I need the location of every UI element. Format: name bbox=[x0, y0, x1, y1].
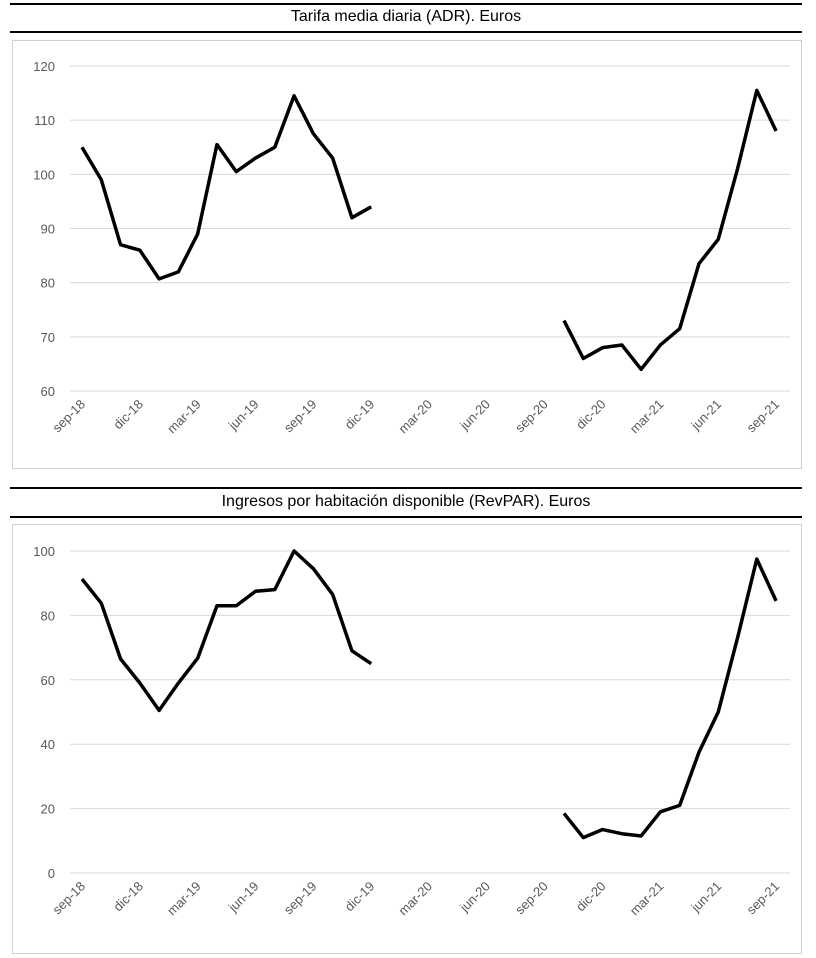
x-tick-label: sep-19 bbox=[281, 397, 320, 436]
x-tick-label: dic-18 bbox=[110, 397, 146, 433]
x-tick-label: dic-20 bbox=[573, 397, 609, 433]
x-tick-label: mar-20 bbox=[395, 879, 435, 919]
y-tick-label: 70 bbox=[41, 330, 55, 345]
y-tick-label: 100 bbox=[33, 167, 55, 182]
top-rule-2 bbox=[10, 487, 802, 489]
x-tick-label: dic-19 bbox=[342, 879, 378, 915]
x-tick-label: jun-20 bbox=[456, 879, 493, 916]
x-tick-label: sep-18 bbox=[49, 397, 88, 436]
series-line-adr bbox=[562, 88, 778, 372]
y-tick-label: 60 bbox=[41, 673, 55, 688]
series-line-revpar bbox=[80, 549, 373, 713]
x-tick-label: dic-20 bbox=[573, 879, 609, 915]
y-tick-label: 80 bbox=[41, 608, 55, 623]
y-tick-label: 60 bbox=[41, 384, 55, 399]
bottom-rule-2 bbox=[10, 516, 802, 518]
y-tick-label: 100 bbox=[33, 544, 55, 559]
x-tick-label: jun-19 bbox=[225, 879, 262, 916]
chart-title-revpar: Ingresos por habitación disponible (RevP… bbox=[221, 493, 591, 510]
y-tick-label: 120 bbox=[33, 59, 55, 74]
x-tick-label: mar-19 bbox=[164, 879, 204, 919]
x-tick-label: dic-19 bbox=[342, 397, 378, 433]
x-tick-label: sep-21 bbox=[743, 397, 782, 436]
y-tick-label: 20 bbox=[41, 802, 55, 817]
series-line-adr bbox=[80, 94, 373, 281]
y-tick-label: 40 bbox=[41, 737, 55, 752]
y-tick-label: 90 bbox=[41, 222, 55, 237]
top-rule-1 bbox=[10, 3, 802, 5]
x-tick-label: sep-20 bbox=[512, 879, 551, 918]
x-tick-label: jun-21 bbox=[687, 397, 724, 434]
x-tick-label: jun-20 bbox=[456, 397, 493, 434]
x-tick-label: sep-20 bbox=[512, 397, 551, 436]
x-tick-label: jun-21 bbox=[687, 879, 724, 916]
x-tick-label: jun-19 bbox=[225, 397, 262, 434]
x-tick-label: sep-19 bbox=[281, 879, 320, 918]
chart-frame-adr bbox=[12, 40, 802, 469]
x-tick-label: mar-21 bbox=[627, 879, 667, 919]
x-tick-label: sep-18 bbox=[49, 879, 88, 918]
series-line-revpar bbox=[562, 557, 778, 840]
x-tick-label: mar-20 bbox=[395, 397, 435, 437]
y-tick-label: 0 bbox=[48, 866, 55, 881]
x-tick-label: sep-21 bbox=[743, 879, 782, 918]
chart-title-adr: Tarifa media diaria (ADR). Euros bbox=[290, 8, 522, 25]
x-tick-label: dic-18 bbox=[110, 879, 146, 915]
x-tick-label: mar-21 bbox=[627, 397, 667, 437]
x-tick-label: mar-19 bbox=[164, 397, 204, 437]
y-tick-label: 80 bbox=[41, 276, 55, 291]
bottom-rule-1 bbox=[10, 31, 802, 33]
chart-frame-revpar bbox=[12, 524, 802, 954]
y-tick-label: 110 bbox=[34, 113, 55, 128]
